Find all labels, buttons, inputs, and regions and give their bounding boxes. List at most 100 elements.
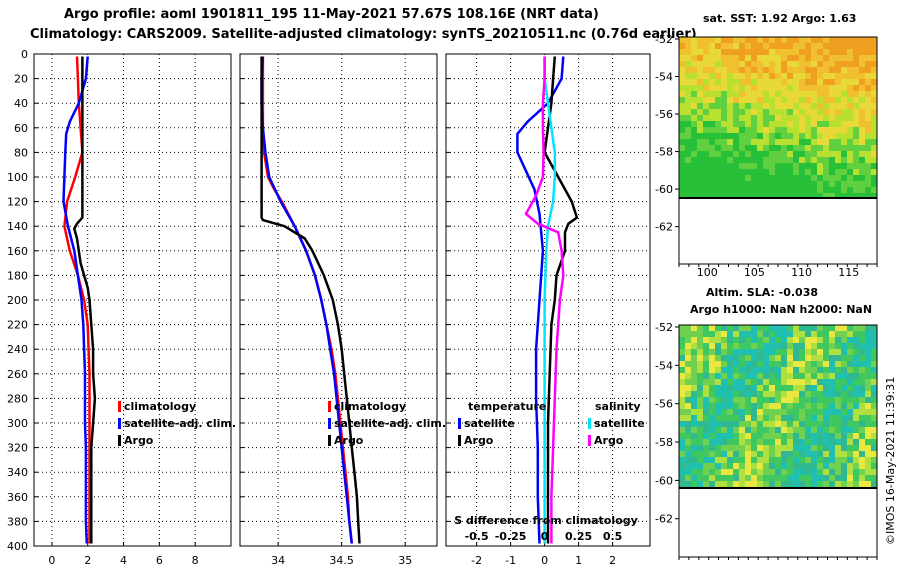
map-cell: [697, 457, 703, 463]
map-cell: [679, 409, 685, 415]
map-cell: [727, 97, 733, 103]
map-cell: [811, 361, 817, 367]
map-cell: [769, 415, 775, 421]
map-cell: [817, 379, 823, 385]
map-cell: [859, 427, 865, 433]
map-cell: [871, 451, 877, 457]
map-cell: [811, 127, 817, 133]
map-cell: [817, 469, 823, 475]
map-cell: [835, 343, 841, 349]
map-cell: [757, 103, 763, 109]
map-cell: [871, 337, 877, 343]
map-cell: [793, 385, 799, 391]
map-cell: [787, 85, 793, 91]
map-cell: [679, 55, 685, 61]
map-cell: [865, 97, 871, 103]
map-cell: [709, 187, 715, 193]
map-cell: [739, 163, 745, 169]
map-cell: [787, 37, 793, 43]
map-cell: [817, 163, 823, 169]
map-cell: [769, 337, 775, 343]
map-cell: [733, 331, 739, 337]
map-cell: [823, 169, 829, 175]
map-cell: [745, 457, 751, 463]
map-cell: [745, 139, 751, 145]
map-cell: [841, 373, 847, 379]
map-cell: [763, 403, 769, 409]
map-cell: [859, 73, 865, 79]
map-cell: [715, 187, 721, 193]
map-cell: [871, 157, 877, 163]
map-cell: [763, 97, 769, 103]
map-cell: [691, 133, 697, 139]
map-cell: [859, 403, 865, 409]
map-cell: [709, 415, 715, 421]
map-cell: [709, 331, 715, 337]
map-cell: [691, 421, 697, 427]
map-cell: [865, 337, 871, 343]
map-cell: [799, 181, 805, 187]
map-cell: [859, 433, 865, 439]
map-cell: [793, 343, 799, 349]
map-cell: [769, 133, 775, 139]
map-cell: [685, 97, 691, 103]
map-cell: [745, 103, 751, 109]
map-cell: [829, 157, 835, 163]
map-cell: [787, 157, 793, 163]
map-cell: [775, 61, 781, 67]
map-cell: [865, 73, 871, 79]
map-cell: [823, 127, 829, 133]
map-cell: [781, 337, 787, 343]
map-cell: [697, 37, 703, 43]
map-cell: [733, 403, 739, 409]
map-cell: [829, 73, 835, 79]
map-cell: [835, 415, 841, 421]
map-cell: [745, 337, 751, 343]
map-cell: [685, 67, 691, 73]
map-cell: [859, 139, 865, 145]
map-cell: [697, 433, 703, 439]
map-cell: [703, 103, 709, 109]
map-cell: [697, 163, 703, 169]
map-cell: [769, 481, 775, 487]
map-cell: [847, 85, 853, 91]
map-cell: [697, 79, 703, 85]
map-cell: [781, 49, 787, 55]
map-cell: [793, 37, 799, 43]
map-cell: [817, 331, 823, 337]
map-cell: [745, 331, 751, 337]
map-cell: [697, 391, 703, 397]
map-cell: [733, 61, 739, 67]
map-cell: [685, 343, 691, 349]
map-cell: [745, 79, 751, 85]
map-cell: [679, 67, 685, 73]
map-cell: [763, 175, 769, 181]
map-cell: [721, 373, 727, 379]
map-cell: [853, 97, 859, 103]
map-cell: [715, 115, 721, 121]
map-cell: [769, 451, 775, 457]
map-cell: [715, 433, 721, 439]
map-cell: [757, 145, 763, 151]
map-cell: [781, 169, 787, 175]
map-cell: [871, 127, 877, 133]
map-cell: [811, 379, 817, 385]
map-cell: [823, 55, 829, 61]
map-cell: [733, 109, 739, 115]
map-cell: [847, 109, 853, 115]
map-cell: [847, 403, 853, 409]
map-cell: [763, 115, 769, 121]
map-cell: [679, 421, 685, 427]
map-cell: [709, 481, 715, 487]
map-cell: [835, 37, 841, 43]
map-cell: [715, 163, 721, 169]
map-cell: [859, 121, 865, 127]
map-cell: [703, 421, 709, 427]
map-cell: [871, 343, 877, 349]
map-cell: [781, 67, 787, 73]
map-cell: [775, 373, 781, 379]
map-cell: [679, 103, 685, 109]
map-cell: [715, 85, 721, 91]
map-cell: [853, 157, 859, 163]
map-cell: [679, 187, 685, 193]
